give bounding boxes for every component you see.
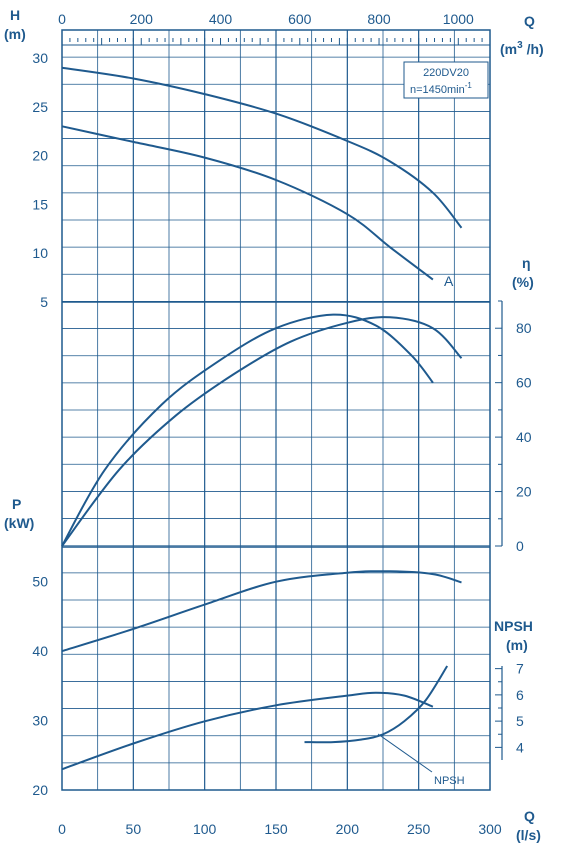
head-tick-label: 15 [32, 196, 48, 212]
flow-m3h-unit-pre: (m [500, 41, 517, 57]
power-axis-name: P [12, 496, 21, 512]
flow-m3h-tick-label: 600 [288, 11, 312, 27]
npsh-axis-name: NPSH [494, 618, 533, 634]
curve- [61, 313, 434, 547]
curve-h-a [61, 125, 434, 281]
speed-label: n=1450min-1 [410, 81, 472, 96]
model-label: 220DV20 [423, 67, 469, 79]
power-tick-label: 40 [32, 643, 48, 659]
flow-ls-tick-label: 250 [407, 821, 431, 837]
speed-label-exp: -1 [465, 81, 473, 90]
npsh-tick-label: 6 [516, 687, 524, 703]
power-tick-label: 20 [32, 782, 48, 798]
curve-p-a [61, 691, 434, 771]
flow-ls-tick-label: 300 [478, 821, 502, 837]
flow-m3h-unit-exp: 3 [517, 40, 523, 51]
flow-m3h-tick-label: 800 [367, 11, 391, 27]
flow-ls-tick-label: 100 [193, 821, 217, 837]
head-tick-label: 25 [32, 99, 48, 115]
efficiency-axis-name: η [522, 255, 531, 271]
flow-ls-axis-unit: (l/s) [516, 827, 541, 843]
curve-p [61, 570, 462, 653]
head-tick-label: 30 [32, 50, 48, 66]
speed-label-text: n=1450min [410, 84, 465, 96]
power-axis-unit: (kW) [4, 515, 34, 531]
flow-m3h-tick-label: 1000 [443, 11, 474, 27]
efficiency-tick-label: 80 [516, 320, 532, 336]
model-info-box [403, 61, 489, 99]
flow-m3h-axis-unit: (m3 /h) [500, 40, 544, 57]
flow-ls-tick-label: 200 [336, 821, 360, 837]
power-tick-label: 30 [32, 713, 48, 729]
flow-ls-tick-label: 150 [264, 821, 288, 837]
flow-m3h-axis-name: Q [524, 13, 535, 29]
npsh-axis-unit: (m) [506, 637, 528, 653]
efficiency-tick-label: 60 [516, 375, 532, 391]
npsh-tick-label: 5 [516, 713, 524, 729]
flow-ls-axis-name: Q [524, 808, 535, 824]
power-tick-label: 50 [32, 574, 48, 590]
npsh-tick-label: 4 [516, 739, 524, 755]
flow-ls-tick-label: 0 [58, 821, 66, 837]
flow-m3h-tick-label: 0 [58, 11, 66, 27]
curve-a [61, 316, 463, 547]
curve-h [61, 66, 463, 229]
head-tick-label: 10 [32, 245, 48, 261]
flow-m3h-tick-label: 400 [209, 11, 233, 27]
flow-ls-tick-label: 50 [126, 821, 142, 837]
efficiency-axis-unit: (%) [512, 274, 534, 290]
npsh-tick-label: 7 [516, 661, 524, 677]
flow-m3h-unit-post: /h) [523, 41, 544, 57]
head-tick-label: 5 [40, 294, 48, 310]
efficiency-tick-label: 0 [516, 538, 524, 554]
flow-m3h-tick-label: 200 [130, 11, 154, 27]
head-tick-label: 20 [32, 148, 48, 164]
curves [61, 66, 463, 771]
efficiency-tick-label: 40 [516, 429, 532, 445]
head-axis-name: H [10, 7, 20, 23]
efficiency-tick-label: 20 [516, 484, 532, 500]
npsh-callout-label: NPSH [434, 775, 465, 787]
npsh-callout-line [377, 733, 433, 773]
head-axis-unit: (m) [4, 26, 26, 42]
curve-npsh [304, 665, 449, 744]
curve-a-label: A [444, 273, 454, 289]
